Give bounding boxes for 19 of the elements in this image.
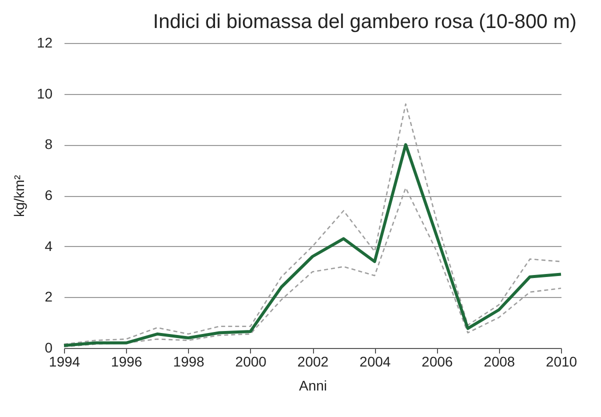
x-tick-label: 2008 xyxy=(484,354,516,370)
x-tick-label: 2010 xyxy=(546,354,578,370)
y-tick-label: 6 xyxy=(44,187,53,203)
y-tick-label: 2 xyxy=(44,288,53,305)
x-tick-label: 1994 xyxy=(48,354,80,370)
y-tick-label: 4 xyxy=(44,238,53,254)
x-tick-label: 2004 xyxy=(360,354,391,370)
x-tick-label: 2006 xyxy=(422,354,454,370)
x-tick-label: 2000 xyxy=(235,354,267,370)
y-tick-label: 12 xyxy=(36,34,53,50)
y-tick-label: 8 xyxy=(44,136,53,152)
x-tick-label: 1996 xyxy=(111,354,142,370)
x-axis-title: Anni xyxy=(298,378,328,394)
x-tick-label: 1998 xyxy=(173,354,205,370)
x-tick-label: 2002 xyxy=(297,354,329,370)
y-axis-title: kg/km² xyxy=(10,174,27,217)
chart-title: Indici di biomassa del gambero rosa (10-800 m) xyxy=(153,11,577,33)
y-tick-label: 10 xyxy=(36,85,53,102)
y-tick-label: 0 xyxy=(44,340,53,356)
